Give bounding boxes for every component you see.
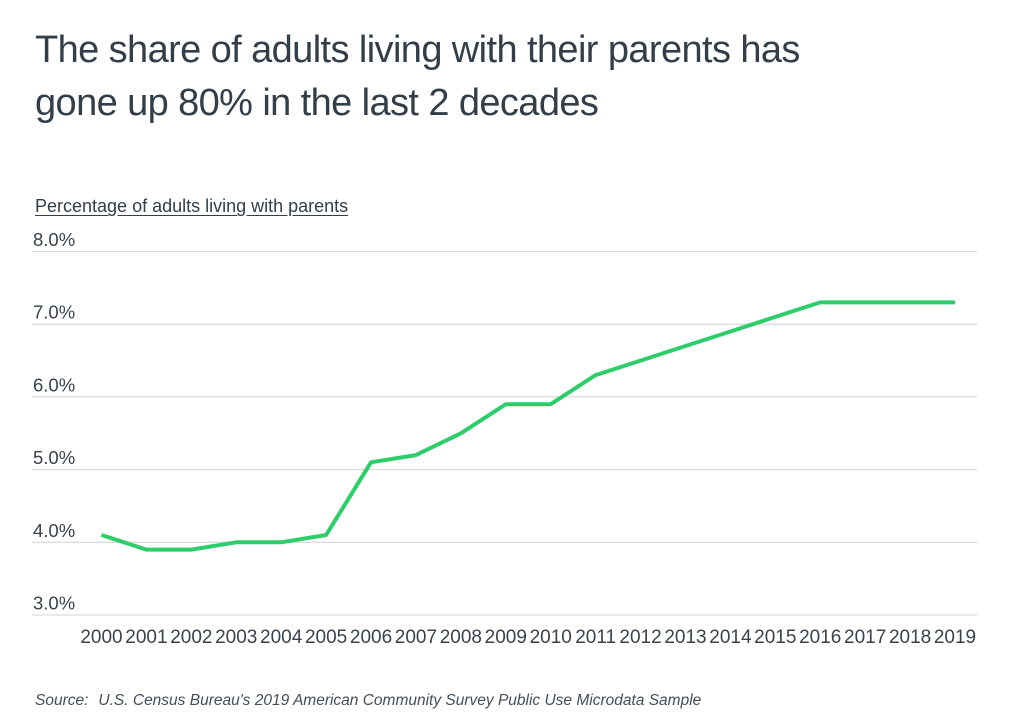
x-tick-label: 2007	[395, 627, 437, 648]
x-tick-label: 2015	[754, 627, 796, 648]
x-tick-label: 2012	[619, 627, 661, 648]
x-tick-label: 2002	[170, 627, 212, 648]
chart-title-line-2: gone up 80% in the last 2 decades	[35, 82, 599, 124]
x-tick-label: 2013	[664, 627, 706, 648]
x-tick-label: 2011	[575, 627, 616, 648]
x-tick-label: 2000	[80, 627, 122, 648]
x-tick-label: 2001	[125, 627, 167, 648]
x-tick-label: 2006	[350, 627, 392, 648]
y-axis-title: Percentage of adults living with parents	[35, 196, 349, 216]
x-tick-label: 2005	[305, 627, 347, 648]
y-tick-label: 4.0%	[33, 520, 75, 541]
chart-title: The share of adults living with their pa…	[35, 24, 995, 130]
source-text: U.S. Census Bureau's 2019 American Commu…	[98, 692, 702, 709]
y-tick-label: 8.0%	[33, 229, 75, 250]
x-tick-label: 2014	[709, 627, 752, 648]
x-tick-label: 2003	[215, 627, 257, 648]
y-tick-label: 7.0%	[33, 302, 75, 323]
chart-source: Source: U.S. Census Bureau's 2019 America…	[35, 692, 701, 710]
y-tick-label: 5.0%	[33, 447, 75, 468]
x-tick-label: 2017	[844, 627, 886, 648]
x-tick-label: 2010	[530, 627, 572, 648]
data-line	[100, 300, 955, 552]
x-tick-label: 2008	[440, 627, 482, 648]
y-tick-label: 6.0%	[33, 374, 75, 395]
y-tick-label: 3.0%	[33, 593, 75, 614]
x-tick-label: 2009	[485, 627, 527, 648]
x-tick-label: 2016	[799, 627, 841, 648]
chart-title-line-1: The share of adults living with their pa…	[35, 29, 800, 71]
x-tick-label: 2018	[889, 627, 931, 648]
x-tick-label: 2019	[934, 627, 976, 648]
x-tick-label: 2004	[260, 627, 303, 648]
source-label: Source:	[35, 692, 89, 709]
